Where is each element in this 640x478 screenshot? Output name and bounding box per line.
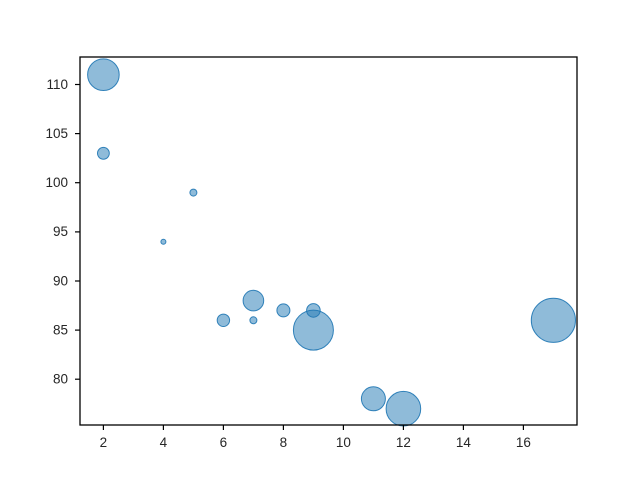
svg-text:14: 14 — [456, 435, 472, 450]
svg-text:16: 16 — [516, 435, 531, 450]
svg-text:85: 85 — [53, 322, 68, 337]
svg-text:80: 80 — [53, 372, 68, 387]
svg-text:95: 95 — [53, 224, 68, 239]
svg-text:4: 4 — [160, 435, 168, 450]
svg-text:105: 105 — [45, 126, 68, 141]
svg-text:10: 10 — [336, 435, 351, 450]
svg-text:100: 100 — [45, 175, 68, 190]
svg-text:90: 90 — [53, 273, 68, 288]
svg-text:6: 6 — [220, 435, 228, 450]
svg-text:110: 110 — [46, 77, 68, 92]
svg-text:8: 8 — [280, 435, 288, 450]
svg-text:12: 12 — [396, 435, 411, 450]
svg-text:2: 2 — [100, 435, 108, 450]
